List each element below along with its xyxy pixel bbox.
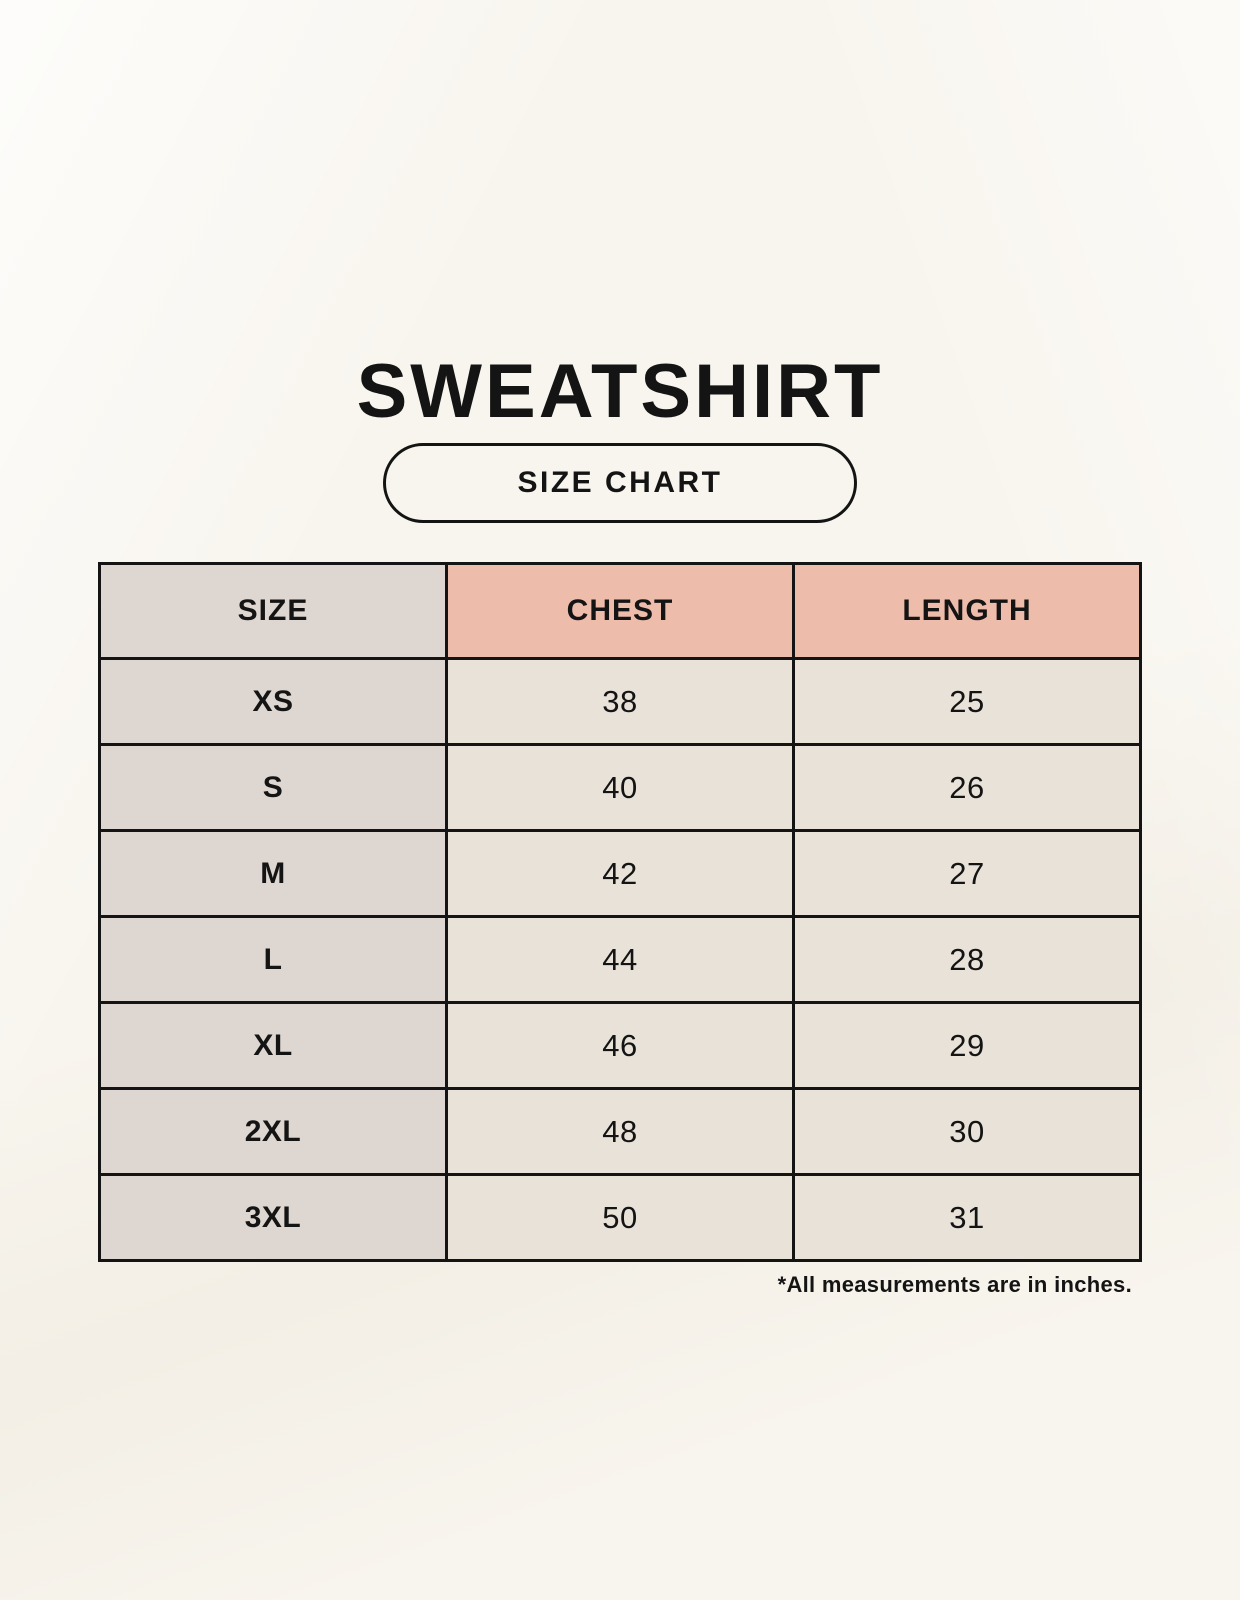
length-cell: 31 — [792, 1173, 1142, 1262]
size-table-body: XS 38 25 S 40 26 M 42 27 L 44 28 XL 46 2… — [98, 657, 1142, 1262]
chest-cell: 50 — [445, 1173, 795, 1262]
size-cell: L — [98, 915, 448, 1004]
chest-cell: 40 — [445, 743, 795, 832]
length-cell: 26 — [792, 743, 1142, 832]
chest-cell: 46 — [445, 1001, 795, 1090]
chest-cell: 48 — [445, 1087, 795, 1176]
table-header-chest: CHEST — [445, 562, 795, 660]
length-cell: 30 — [792, 1087, 1142, 1176]
size-cell: M — [98, 829, 448, 918]
length-cell: 29 — [792, 1001, 1142, 1090]
chest-cell: 42 — [445, 829, 795, 918]
length-cell: 25 — [792, 657, 1142, 746]
chest-cell: 38 — [445, 657, 795, 746]
size-table: SIZE CHEST LENGTH XS 38 25 S 40 26 M 42 … — [98, 562, 1142, 1262]
table-header-size: SIZE — [98, 562, 448, 660]
length-cell: 27 — [792, 829, 1142, 918]
measurements-footnote: *All measurements are in inches. — [777, 1272, 1132, 1297]
table-row: S 40 26 — [98, 743, 1142, 832]
table-row: L 44 28 — [98, 915, 1142, 1004]
size-cell: 3XL — [98, 1173, 448, 1262]
size-cell: XS — [98, 657, 448, 746]
size-chart-badge-label: SIZE CHART — [517, 466, 723, 499]
length-cell: 28 — [792, 915, 1142, 1004]
size-chart-badge: SIZE CHART — [383, 443, 857, 523]
size-cell: 2XL — [98, 1087, 448, 1176]
size-cell: XL — [98, 1001, 448, 1090]
table-header-row: SIZE CHEST LENGTH — [98, 562, 1142, 660]
table-row: 2XL 48 30 — [98, 1087, 1142, 1176]
page-title: SWEATSHIRT — [356, 348, 884, 434]
table-row: XS 38 25 — [98, 657, 1142, 746]
table-row: XL 46 29 — [98, 1001, 1142, 1090]
table-header-length: LENGTH — [792, 562, 1142, 660]
size-cell: S — [98, 743, 448, 832]
chest-cell: 44 — [445, 915, 795, 1004]
table-row: 3XL 50 31 — [98, 1173, 1142, 1262]
table-row: M 42 27 — [98, 829, 1142, 918]
size-table-head: SIZE CHEST LENGTH — [98, 562, 1142, 660]
